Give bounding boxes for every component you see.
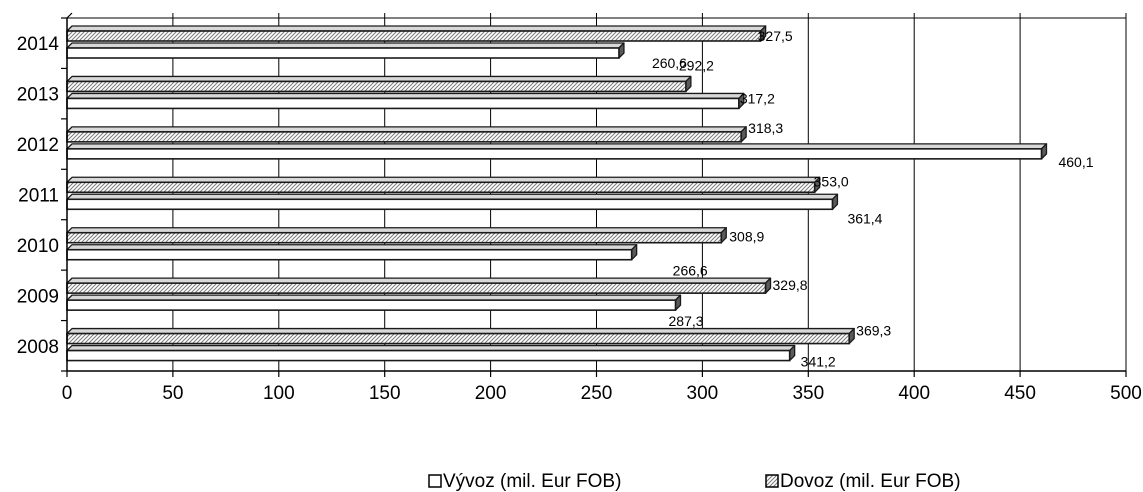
bar-dovoz-2010-front: [66, 231, 723, 244]
data-label-dovoz-2008: 369,3: [856, 323, 891, 339]
bar-vyvoz-2009: [66, 294, 682, 311]
bar-dovoz-2011-front: [66, 181, 816, 194]
data-label-dovoz-2012: 318,3: [748, 120, 783, 136]
data-label-vyvoz-2012: 460,1: [1058, 154, 1093, 170]
y-tick-label-2011: 2011: [18, 186, 59, 207]
y-tick-label-2013: 2013: [17, 85, 59, 106]
x-tick-label-150: 150: [369, 383, 401, 404]
bar-dovoz-2012-front: [66, 131, 742, 143]
bar-vyvoz-2012: [66, 143, 1048, 160]
bar-dovoz-2014: [66, 25, 767, 42]
data-label-vyvoz-2009: 287,3: [669, 313, 704, 329]
bar-vyvoz-2009-front: [66, 299, 677, 311]
bar-vyvoz-2008-front: [66, 349, 791, 362]
bar-dovoz-2014-front: [66, 30, 762, 42]
bar-dovoz-2013-front: [66, 80, 687, 93]
data-label-dovoz-2013: 292,2: [679, 57, 714, 73]
x-tick-label-350: 350: [792, 383, 824, 404]
x-tick-label-0: 0: [62, 383, 73, 404]
bar-vyvoz-2010-front: [66, 248, 633, 261]
data-label-vyvoz-2013: 317,2: [740, 90, 775, 106]
bar-dovoz-2010: [66, 227, 727, 244]
x-tick-label-500: 500: [1110, 383, 1142, 404]
x-tick-label-200: 200: [475, 383, 507, 404]
bar-dovoz-2012: [66, 126, 747, 143]
x-tick-label-300: 300: [687, 383, 719, 404]
legend: Vývoz (mil. Eur FOB) Dovoz (mil. Eur FOB…: [428, 471, 961, 492]
data-label-vyvoz-2014: 260,6: [652, 55, 687, 71]
data-label-dovoz-2014: 327,5: [758, 28, 793, 44]
bar-vyvoz-2011-front: [66, 198, 834, 211]
x-tick-label-250: 250: [581, 383, 613, 404]
bar-vyvoz-2013: [66, 92, 745, 110]
y-tick-label-2008: 2008: [17, 337, 59, 358]
data-label-vyvoz-2011: 361,4: [847, 210, 882, 226]
bar-dovoz-2009-front: [66, 282, 767, 294]
bar-vyvoz-2012-front: [66, 148, 1043, 160]
y-tick-label-2010: 2010: [17, 236, 59, 257]
x-tick-label-100: 100: [263, 383, 295, 404]
x-tick-label-400: 400: [898, 383, 930, 404]
legend-label-vyvoz: Vývoz (mil. Eur FOB): [443, 471, 621, 492]
y-tick-label-2009: 2009: [17, 286, 59, 307]
bar-vyvoz-2014-front: [66, 47, 620, 59]
x-tick-label-450: 450: [1004, 383, 1036, 404]
bar-vyvoz-2010: [66, 244, 638, 261]
legend-label-dovoz: Dovoz (mil. Eur FOB): [780, 471, 961, 492]
y-tick-label-2012: 2012: [17, 135, 59, 156]
bar-dovoz-2013: [66, 75, 692, 93]
bar-vyvoz-2014: [66, 42, 625, 59]
x-tick-label-50: 50: [162, 383, 183, 404]
bar-dovoz-2009: [66, 277, 772, 294]
data-label-dovoz-2011: 353,0: [814, 173, 849, 189]
bar-vyvoz-2013-front: [66, 97, 740, 110]
data-label-dovoz-2010: 308,9: [729, 229, 764, 245]
axis-depth-corner: [66, 12, 73, 19]
y-tick-label-2014: 2014: [17, 34, 60, 55]
x-axis-ticks: 0 50 100 150 200 250 300 350 400 450 500: [62, 371, 1142, 404]
data-label-dovoz-2009: 329,8: [773, 277, 808, 293]
data-labels: 369,3 341,2 329,8 287,3 308,9 266,6 353,0 361,4…: [652, 28, 1094, 370]
legend-swatch-dovoz: [765, 474, 779, 488]
bar-dovoz-2011: [66, 176, 821, 194]
data-label-vyvoz-2010: 266,6: [673, 263, 708, 279]
bar-dovoz-2008-front: [66, 332, 850, 345]
legend-swatch-vyvoz: [428, 474, 442, 488]
data-label-vyvoz-2008: 341,2: [801, 354, 836, 370]
bar-vyvoz-2011: [66, 193, 839, 211]
y-axis-ticks: 2008 2009 2010 2011 2012 2013 2014: [17, 17, 67, 372]
bar-dovoz-2008: [66, 327, 855, 345]
bar-vyvoz-2008: [66, 344, 796, 362]
